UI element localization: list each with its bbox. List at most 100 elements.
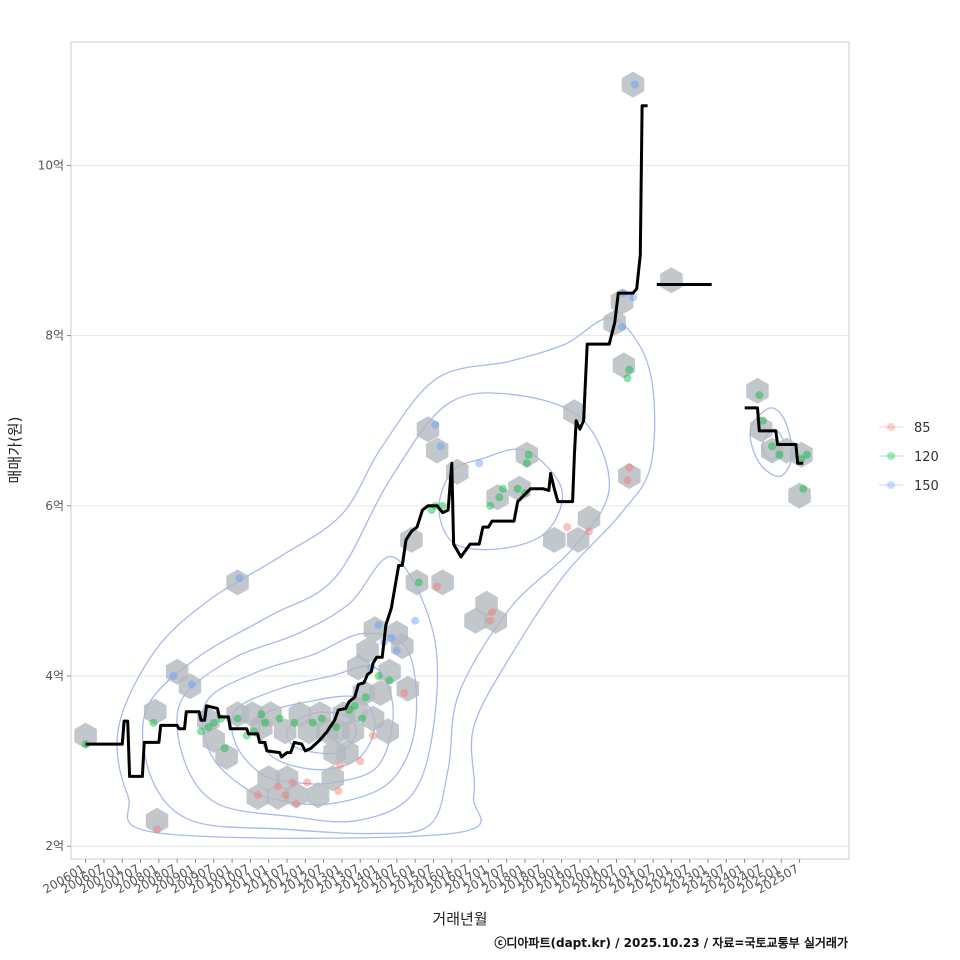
data-point-85 [292, 799, 301, 808]
data-point-85 [303, 778, 312, 787]
data-point-85 [433, 582, 442, 591]
data-point-120 [799, 484, 808, 493]
y-axis-ticks: 2억 4억 6억 8억 10억 [38, 158, 71, 853]
data-point-120 [755, 391, 764, 400]
hexbin [391, 633, 414, 660]
data-point-120 [486, 501, 495, 510]
data-point-85 [281, 791, 290, 800]
hexbin [145, 807, 169, 834]
data-point-120 [802, 450, 811, 459]
hexbin [321, 765, 344, 792]
data-point-120 [149, 718, 158, 727]
hexbin [376, 718, 399, 745]
hexbin [246, 783, 269, 810]
hexbin [369, 680, 392, 706]
hexbin [259, 701, 282, 728]
hexbin [197, 707, 220, 734]
data-point-120 [625, 365, 634, 374]
data-point-120 [196, 727, 205, 736]
data-point-150 [630, 80, 639, 89]
hexbin [363, 616, 387, 643]
data-point-85 [623, 476, 632, 485]
hexbin [563, 399, 586, 426]
data-point-120 [513, 484, 522, 493]
legend-label-150: 150 [914, 479, 939, 494]
hexbin [660, 267, 683, 294]
data-point-120 [361, 693, 370, 702]
hexbin [257, 765, 280, 792]
caption: ⓒ디아파트(dapt.kr) / 2025.10.23 / 자료=국토교통부 실… [494, 935, 848, 950]
hexbin [543, 526, 566, 553]
legend-key-point-85 [887, 423, 895, 431]
hexbin [178, 673, 202, 700]
data-point-85 [563, 523, 572, 532]
data-point-85 [334, 786, 343, 795]
data-point-120 [317, 714, 326, 723]
data-point-120 [308, 718, 317, 727]
legend-label-85: 85 [914, 421, 931, 436]
data-point-150 [475, 459, 484, 468]
data-point-120 [775, 450, 784, 459]
data-point-150 [431, 420, 440, 429]
data-point-120 [797, 455, 806, 464]
trend-line-main [85, 104, 648, 778]
hexbin [297, 718, 321, 745]
x-axis-ticks: 2006012006072007012007072008012008072009… [40, 859, 801, 897]
y-tick-label: 8억 [45, 329, 64, 343]
data-point-120 [290, 718, 299, 727]
data-point-120 [233, 714, 242, 723]
data-point-85 [585, 527, 594, 536]
data-point-120 [758, 416, 767, 425]
data-point-120 [495, 493, 504, 502]
data-point-120 [522, 459, 531, 468]
y-tick-label: 2억 [45, 839, 64, 853]
data-point-120 [220, 744, 229, 753]
data-point-120 [204, 723, 213, 732]
hexbin [515, 441, 539, 468]
trend-line-segment [744, 406, 804, 465]
data-point-120 [623, 374, 632, 383]
data-point-120 [261, 718, 270, 727]
data-point-120 [332, 723, 341, 732]
data-point-120 [414, 578, 423, 587]
hexbin [226, 569, 249, 596]
hexbin [266, 783, 290, 810]
x-axis-title: 거래년월 [432, 910, 487, 928]
scatter-points [81, 80, 811, 834]
data-point-85 [488, 608, 497, 617]
data-point-120 [350, 701, 359, 710]
data-point-120 [275, 714, 284, 723]
y-tick-label: 10억 [38, 158, 64, 172]
hexbin [577, 505, 601, 532]
density-contour [116, 317, 656, 839]
data-point-85 [369, 731, 378, 740]
data-point-120 [499, 484, 508, 493]
data-point-85 [288, 778, 297, 787]
hexbin [484, 607, 507, 634]
data-point-85 [356, 757, 365, 766]
hexbin [356, 637, 379, 664]
hexbin [464, 607, 487, 634]
trend-line [85, 104, 804, 778]
hexbin [618, 463, 641, 489]
data-point-120 [427, 506, 436, 515]
data-point-85 [400, 689, 409, 698]
data-point-120 [768, 442, 777, 451]
data-point-85 [253, 791, 262, 800]
hexbin [336, 739, 359, 766]
hexbin [416, 416, 440, 443]
y-axis-title: 매매가(원) [6, 417, 24, 484]
data-point-150 [235, 574, 244, 583]
y-tick-label: 6억 [45, 499, 64, 513]
data-point-150 [387, 633, 396, 642]
hexbin [341, 718, 365, 745]
data-point-150 [436, 442, 445, 451]
data-point-150 [169, 672, 178, 681]
hexbin [273, 718, 297, 745]
legend-item-150: 150 [879, 479, 939, 494]
legend: 85 120 150 [879, 421, 939, 494]
data-point-120 [374, 672, 383, 681]
hexbin [431, 569, 454, 596]
data-point-150 [628, 293, 637, 302]
data-point-85 [336, 761, 345, 770]
